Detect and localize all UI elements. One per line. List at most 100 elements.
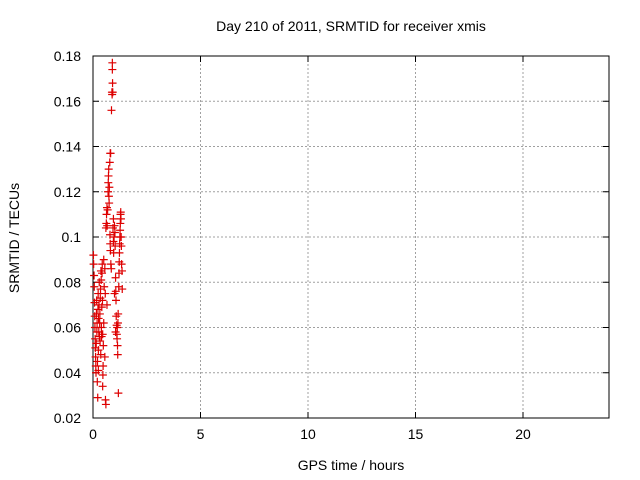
data-point [116,208,125,217]
x-tick-label: 20 [515,426,531,442]
x-tick-label: 10 [300,426,316,442]
data-point [90,282,99,291]
data-point [99,341,108,350]
y-tick-label: 0.14 [54,139,81,155]
data-point [101,289,110,298]
y-tick-label: 0.02 [54,410,81,426]
data-point [94,289,103,298]
data-point [104,178,113,187]
data-point [110,228,119,237]
data-point [98,382,107,391]
data-point [111,273,120,282]
data-point [93,357,102,366]
data-point [118,266,127,275]
data-point [99,255,108,264]
data-point [94,366,103,375]
data-point [97,323,106,332]
data-point [98,269,107,278]
data-point [98,330,107,339]
data-point [93,393,102,402]
tick-labels: 0 5 10 15 20 0.02 0.04 0.06 0.08 0.1 0.12 0.14 0.16 0… [54,48,531,442]
y-tick-label: 0.12 [54,184,81,200]
data-point [89,251,98,260]
data-point [113,323,122,332]
data-point [111,328,120,337]
data-point [104,165,113,174]
data-point [113,341,122,350]
data-point [106,149,115,158]
data-point [97,303,106,312]
data-point [98,260,107,269]
data-point [118,285,127,294]
data-point [110,289,119,298]
data-point [107,264,116,273]
data-point [102,210,111,219]
data-point [113,334,122,343]
data-point [91,361,100,370]
data-point [116,226,125,235]
data-points [89,58,127,409]
y-tick-label: 0.04 [54,365,81,381]
data-point [115,248,124,257]
data-point [116,219,125,228]
data-point [105,199,114,208]
data-point [108,58,117,67]
data-point [113,350,122,359]
data-point [100,352,109,361]
data-point [105,183,114,192]
data-point [113,318,122,327]
data-point [110,221,119,230]
data-point [91,352,100,361]
y-tick-label: 0.16 [54,93,81,109]
data-point [98,296,107,305]
x-axis-label: GPS time / hours [297,457,405,473]
data-point [96,337,105,346]
data-point [100,282,109,291]
plot-frame [92,55,610,419]
data-point [93,377,102,386]
data-point [104,187,113,196]
data-point [101,400,110,409]
data-point [104,192,113,201]
data-point [105,158,114,167]
data-point [114,389,123,398]
data-point [108,79,117,88]
data-point [99,318,108,327]
grid [93,56,609,418]
data-point [91,334,100,343]
data-point [96,350,105,359]
data-point [108,65,117,74]
data-point [99,361,108,370]
data-point [103,205,112,214]
data-point [108,88,117,97]
data-point [109,214,118,223]
data-point [89,260,98,269]
y-tick-label: 0.1 [62,229,82,245]
data-point [98,371,107,380]
data-point [95,309,104,318]
data-point [107,106,116,115]
data-point [104,171,113,180]
data-point [109,237,118,246]
data-point [97,275,106,284]
data-point [116,214,125,223]
data-point [114,309,123,318]
data-point [117,260,126,269]
x-tick-label: 0 [89,426,97,442]
x-tick-label: 15 [408,426,424,442]
data-point [105,230,114,239]
data-point [102,300,111,309]
data-point [94,314,103,323]
chart-title: Day 210 of 2011, SRMTID for receiver xmi… [216,18,486,34]
data-point [117,233,126,241]
y-tick-label: 0.18 [54,48,81,64]
y-tick-label: 0.06 [54,320,81,336]
data-point [103,221,112,230]
data-point [90,271,99,280]
x-tick-label: 5 [197,426,205,442]
y-tick-label: 0.08 [54,274,81,290]
data-point [112,296,121,305]
data-point [94,346,103,355]
data-point [117,242,126,251]
